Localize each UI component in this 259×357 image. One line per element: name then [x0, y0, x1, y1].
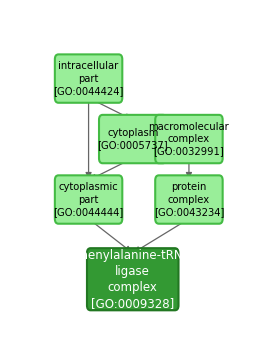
Text: intracellular
part
[GO:0044424]: intracellular part [GO:0044424] — [53, 61, 124, 96]
FancyBboxPatch shape — [155, 115, 223, 163]
Text: phenylalanine-tRNA
ligase
complex
[GO:0009328]: phenylalanine-tRNA ligase complex [GO:00… — [74, 249, 192, 310]
FancyBboxPatch shape — [155, 175, 223, 224]
Text: macromolecular
complex
[GO:0032991]: macromolecular complex [GO:0032991] — [149, 122, 229, 156]
FancyBboxPatch shape — [55, 54, 122, 103]
FancyBboxPatch shape — [99, 115, 167, 163]
FancyBboxPatch shape — [87, 248, 178, 310]
Text: protein
complex
[GO:0043234]: protein complex [GO:0043234] — [154, 182, 224, 217]
Text: cytoplasmic
part
[GO:0044444]: cytoplasmic part [GO:0044444] — [53, 182, 124, 217]
Text: cytoplasm
[GO:0005737]: cytoplasm [GO:0005737] — [97, 128, 168, 150]
FancyBboxPatch shape — [55, 175, 122, 224]
